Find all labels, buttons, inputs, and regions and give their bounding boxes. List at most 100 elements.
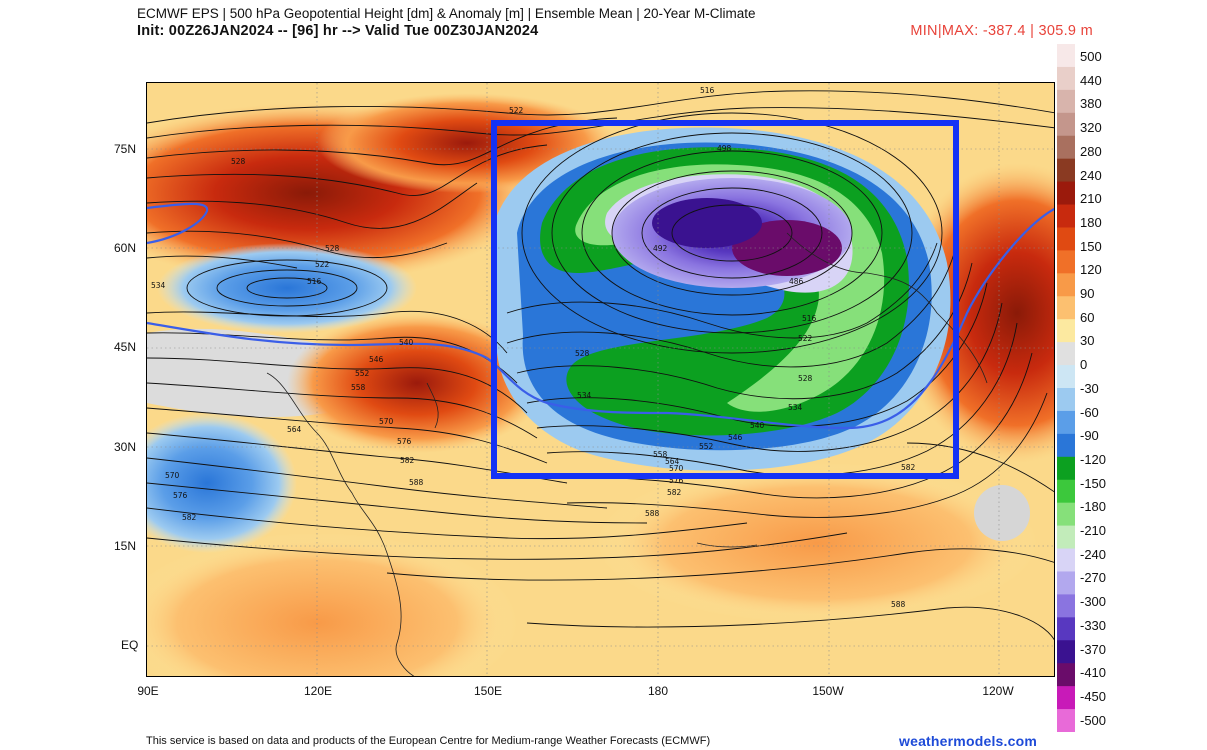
colorbar-segment: [1057, 388, 1075, 412]
colorbar-segment: [1057, 250, 1075, 274]
colorbar-segment: [1057, 181, 1075, 206]
low-core-indigo: [652, 198, 762, 248]
contour-label: 552: [699, 442, 714, 451]
colorbar-label: -150: [1080, 475, 1107, 491]
contour-label: 540: [750, 421, 765, 430]
colorbar-segment: [1057, 502, 1075, 527]
contour-label: 540: [399, 338, 414, 347]
colorbar-segment: [1057, 594, 1075, 618]
contour-label: 564: [665, 457, 680, 466]
map-panel: 516 522 528 492 498 486 516 522 528 534 …: [146, 82, 1055, 677]
contour-label: 582: [901, 463, 916, 472]
colorbar-segment: [1057, 112, 1075, 137]
colorbar-label: 150: [1080, 238, 1102, 254]
colorbar-label: -270: [1080, 570, 1107, 586]
title-line-1: ECMWF EPS | 500 hPa Geopotential Height …: [137, 6, 756, 21]
contour-label: 576: [397, 437, 412, 446]
colorbar-segment: [1057, 135, 1075, 160]
contour-label: 558: [653, 450, 668, 459]
colorbar-segment: [1057, 640, 1075, 664]
contour-label: 528: [798, 374, 813, 383]
colorbar-segment: [1057, 44, 1075, 68]
colorbar-label: 30: [1080, 333, 1095, 349]
colorbar-segment: [1057, 410, 1075, 435]
orange-anomaly-philippines: [147, 533, 517, 676]
colorbar-label: 210: [1080, 191, 1102, 207]
colorbar-segment: [1057, 709, 1075, 732]
contour-label: 576: [669, 476, 684, 485]
colorbar-label: 320: [1080, 120, 1102, 136]
contour-label: 570: [669, 464, 684, 473]
colorbar-segment: [1057, 296, 1075, 320]
colorbar-label: -120: [1080, 451, 1107, 467]
credit-text: This service is based on data and produc…: [146, 735, 711, 747]
colorbar-segment: [1057, 663, 1075, 687]
colorbar-label: 380: [1080, 96, 1102, 112]
colorbar-segment: [1057, 456, 1075, 481]
contour-label: 552: [355, 369, 370, 378]
colorbar-label: -240: [1080, 546, 1107, 562]
contour-labels: 516 522 528 492 498 486 516 522 528 534 …: [151, 86, 916, 609]
title-line-2: Init: 00Z26JAN2024 -- [96] hr --> Valid …: [137, 23, 539, 39]
contour-label: 564: [287, 425, 302, 434]
colorbar-label: -60: [1080, 404, 1099, 420]
colorbar-label: -30: [1080, 380, 1099, 396]
colorbar-label: 180: [1080, 214, 1102, 230]
contour-label: 522: [798, 334, 813, 343]
colorbar-segment: [1057, 479, 1075, 504]
height-contours: [147, 90, 1054, 641]
contour-label: 570: [379, 417, 394, 426]
lat-label: 30N: [114, 440, 137, 454]
colorbar-label: -180: [1080, 499, 1107, 515]
colorbar-label: 280: [1080, 143, 1102, 159]
colorbar-label: 500: [1080, 49, 1102, 64]
contour-label: 516: [700, 86, 715, 95]
lon-label: 120E: [303, 684, 333, 698]
colorbar-segment: [1057, 342, 1075, 366]
contour-label: 534: [151, 281, 166, 290]
colorbar-segment: [1057, 525, 1075, 550]
colorbar: [1057, 44, 1075, 732]
colorbar-segment: [1057, 365, 1075, 389]
contour-label: 522: [509, 106, 524, 115]
highlight-box: [491, 120, 959, 479]
contour-label: 588: [891, 600, 906, 609]
neutral-blob-east: [974, 485, 1030, 541]
contour-label: 498: [717, 144, 732, 153]
lat-label: EQ: [121, 638, 139, 652]
colorbar-label: 440: [1080, 72, 1102, 88]
contour-label: 516: [802, 314, 817, 323]
contour-label: 534: [577, 391, 592, 400]
lon-label: 120W: [982, 684, 1014, 698]
colorbar-label: -300: [1080, 594, 1107, 610]
colorbar-label: 0: [1080, 357, 1088, 373]
colorbar-segment: [1057, 319, 1075, 343]
site-link[interactable]: weathermodels.com: [899, 733, 1037, 749]
minmax-readout: MIN|MAX: -387.4 | 305.9 m: [910, 23, 1093, 39]
colorbar-label: -370: [1080, 641, 1107, 657]
lat-label: 75N: [114, 142, 137, 156]
contour-label: 546: [728, 433, 743, 442]
colorbar-segment: [1057, 548, 1075, 572]
colorbar-segment: [1057, 273, 1075, 297]
lon-label: 150E: [473, 684, 503, 698]
colorbar-segment: [1057, 617, 1075, 641]
lat-label: 45N: [114, 340, 137, 354]
contour-label: 588: [409, 478, 424, 487]
contour-label: 534: [788, 403, 803, 412]
colorbar-label: -210: [1080, 523, 1107, 538]
colorbar-label: -330: [1080, 617, 1107, 633]
colorbar-segment: [1057, 686, 1075, 710]
lat-label: 60N: [114, 241, 137, 255]
orange-anomaly-pacific: [597, 463, 1037, 623]
lat-label: 15N: [114, 539, 137, 553]
lon-label: 180: [647, 684, 669, 698]
anomaly-map: 516 522 528 492 498 486 516 522 528 534 …: [147, 83, 1054, 676]
colorbar-segment: [1057, 158, 1075, 183]
contour-label: 582: [667, 488, 682, 497]
blue-anomaly-mongolia: [157, 243, 417, 333]
colorbar-label: 60: [1080, 309, 1095, 325]
lon-label: 150W: [812, 684, 844, 698]
contour-label: 582: [182, 513, 197, 522]
graticule: [147, 83, 1054, 676]
